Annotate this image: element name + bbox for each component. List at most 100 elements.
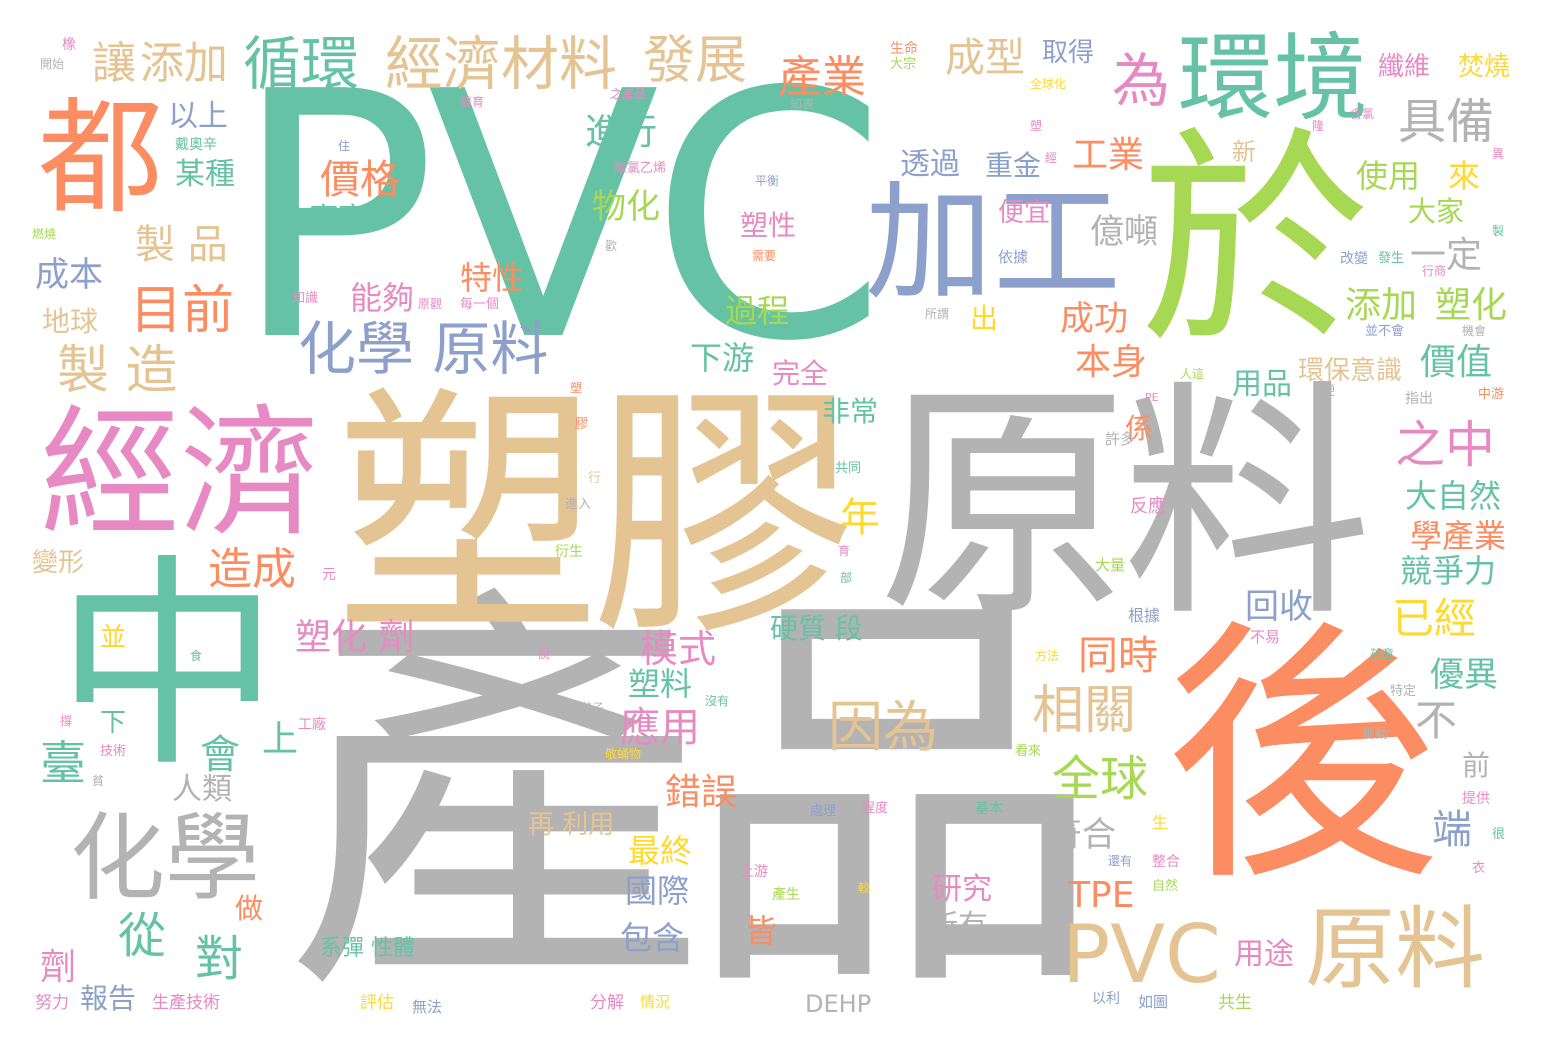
- word-nature: 大自然: [1405, 477, 1502, 515]
- word-pvc-large: PVC: [232, 20, 887, 416]
- word-technology: 技術: [100, 744, 127, 759]
- word-basic: 基本: [975, 801, 1003, 817]
- word-specific: 特定: [1390, 684, 1417, 699]
- word-change: 改變: [1340, 251, 1368, 267]
- word-decompose: 分解: [590, 993, 624, 1013]
- word-begin: 開始: [40, 57, 65, 71]
- word-all: 皆: [745, 912, 778, 950]
- word-rubber: 橡: [62, 37, 76, 53]
- word-economy: 經濟: [40, 393, 321, 556]
- word-via: 經: [1045, 151, 1058, 165]
- word-currently: 目前: [130, 281, 235, 341]
- word-obtain: 取得: [1042, 38, 1095, 68]
- word-billion-tons: 億噸: [1090, 212, 1158, 252]
- word-deform: 變形: [32, 548, 85, 578]
- word-front: 前: [1462, 749, 1491, 782]
- word-fiber: 纖維: [1378, 52, 1431, 82]
- word-clothing: 衣: [1472, 861, 1486, 876]
- word-integrate: 整合: [1152, 854, 1180, 870]
- word-raw-material-medium: 原料: [1305, 897, 1485, 1002]
- word-mode: 模式: [640, 627, 717, 671]
- word-itself: 本身: [1075, 342, 1148, 383]
- word-economy-material: 經濟材料: [385, 30, 618, 98]
- word-zhibiao: 知表: [790, 97, 815, 111]
- word-will-not: 並不會: [1365, 324, 1405, 339]
- word-research: 研究: [932, 872, 992, 907]
- word-product: 產品: [285, 555, 1105, 1044]
- word-waste: 廢棄: [308, 202, 368, 237]
- word-downstream: 下游: [690, 339, 755, 377]
- word-completely: 完全: [772, 357, 829, 390]
- word-able: 能夠: [350, 279, 415, 317]
- word-trader: 行商: [1422, 264, 1447, 278]
- word-xing: 行: [588, 471, 602, 486]
- word-enter: 進入: [565, 497, 592, 512]
- word-shoes: 鞋子: [580, 701, 605, 715]
- word-globalization: 全球化: [1030, 77, 1067, 91]
- word-towards: 對: [195, 931, 244, 987]
- word-manufacture: 製 造: [57, 341, 178, 401]
- word-point-out: 指出: [1405, 391, 1433, 407]
- word-incinerate: 焚燒: [1458, 52, 1511, 82]
- word-seems: 看來: [1015, 744, 1042, 759]
- word-midstream: 中游: [1478, 387, 1505, 402]
- word-each-one: 每一個: [460, 297, 500, 312]
- word-will: 會: [200, 732, 240, 778]
- word-report: 報告: [80, 982, 137, 1015]
- word-upstream: 上游: [740, 864, 768, 880]
- word-wei: 為: [1112, 47, 1171, 115]
- word-excellent: 優異: [1430, 655, 1498, 695]
- word-pvc-medium: PVC: [1062, 908, 1221, 1001]
- word-from: 從: [118, 908, 167, 964]
- word-chemistry-raw: 化學 原料: [298, 315, 549, 383]
- word-yu: 於: [1140, 109, 1371, 376]
- word-degree: 程度: [862, 801, 889, 816]
- word-above: 以上: [168, 99, 228, 134]
- word-down: 下: [100, 708, 127, 738]
- word-everyone: 大家: [1408, 195, 1465, 228]
- word-industrial: 工業: [1072, 135, 1145, 176]
- word-through: 透過: [900, 147, 960, 182]
- word-large-amount: 大量: [1095, 556, 1126, 574]
- word-symbiosis: 共生: [1218, 993, 1252, 1013]
- word-method: 方法: [1035, 649, 1060, 663]
- word-long: 隆: [1312, 119, 1325, 133]
- word-according: 根據: [1128, 606, 1161, 625]
- word-of-product: 之產品: [610, 87, 647, 101]
- word-hard-segment: 硬質 段: [770, 612, 863, 645]
- word-occur: 發生: [1378, 251, 1405, 266]
- word-derive: 衍生: [555, 544, 583, 560]
- word-after: 後: [1165, 597, 1440, 917]
- word-value: 價值: [1420, 342, 1493, 383]
- word-basis: 依據: [998, 248, 1029, 266]
- word-include: 包含: [620, 919, 685, 957]
- word-natural: 自然: [1152, 879, 1179, 894]
- word-products: 製 品: [135, 222, 228, 268]
- word-none: 沒有: [705, 694, 730, 708]
- word-simultaneously: 同時: [1078, 633, 1158, 679]
- word-year: 年: [840, 495, 880, 541]
- word-taiwan: 臺: [40, 736, 86, 790]
- word-make: 製: [1492, 224, 1505, 238]
- word-competitiveness: 競爭力: [1400, 552, 1497, 590]
- word-eco-awareness: 環保意識: [1298, 356, 1403, 386]
- word-plasticizer: 塑化 劑: [295, 617, 415, 658]
- word-cost: 成本: [35, 255, 103, 295]
- word-molding: 成型: [945, 35, 1025, 81]
- word-pe: PE: [1145, 391, 1159, 404]
- word-about: 約: [436, 814, 450, 830]
- word-develop-grow: 發育: [460, 95, 485, 109]
- word-sheng: 生: [1152, 813, 1169, 832]
- word-support: 撐: [60, 714, 73, 728]
- word-tpe: TPE: [1068, 875, 1135, 916]
- word-so-called: 所謂: [925, 307, 950, 321]
- word-already: 已經: [1392, 594, 1477, 643]
- word-yuan: 元: [322, 567, 336, 583]
- word-certain: 一定: [1410, 235, 1483, 276]
- word-generate: 產生: [772, 887, 800, 903]
- word-middle: 中: [55, 536, 280, 798]
- word-goods: 用品: [1232, 367, 1292, 402]
- word-end: 端: [1432, 807, 1472, 853]
- word-international: 國際: [625, 872, 690, 910]
